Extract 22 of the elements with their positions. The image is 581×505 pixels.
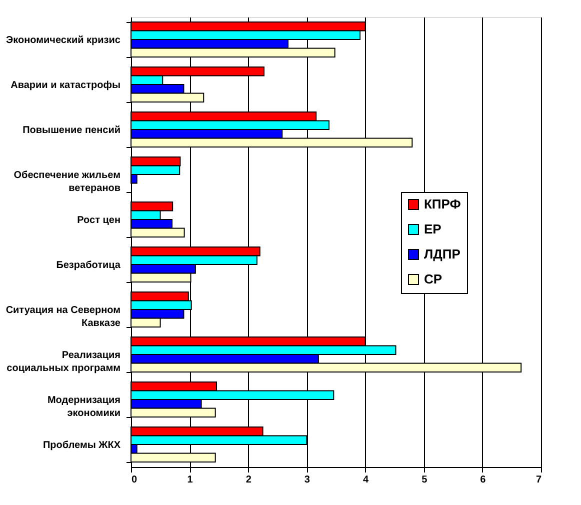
legend-label: КПРФ bbox=[424, 196, 461, 212]
y-tick-label: Обеспечение жильем ветеранов bbox=[14, 170, 120, 194]
x-tick-label: 2 bbox=[246, 474, 252, 486]
y-tick-label: Аварии и катастрофы bbox=[10, 80, 120, 91]
legend-label: ЛДПР bbox=[424, 246, 461, 262]
legend-label: ЕР bbox=[424, 222, 442, 236]
x-tick-label: 5 bbox=[422, 474, 428, 486]
x-tick-label: 1 bbox=[187, 474, 194, 486]
y-tick-label: Безработица bbox=[56, 260, 121, 271]
x-tick-label: 6 bbox=[480, 474, 486, 486]
x-tick-label: 7 bbox=[536, 474, 542, 486]
y-tick-label: Повышение пенсий bbox=[22, 125, 120, 136]
y-tick-label: Проблемы ЖКХ bbox=[42, 440, 121, 451]
x-tick-label: 4 bbox=[363, 474, 370, 486]
y-tick-label: Модернизация экономики bbox=[47, 395, 121, 419]
x-tick-label: 3 bbox=[304, 474, 310, 486]
y-tick-label: Реализация социальных программ bbox=[6, 350, 121, 374]
y-tick-label: Рост цен bbox=[77, 215, 120, 226]
legend-label: СР bbox=[424, 272, 442, 286]
y-tick-label: Экономический кризис bbox=[6, 35, 121, 46]
y-tick-label: Ситуация на Северном Кавказе bbox=[6, 305, 121, 329]
x-tick-label: 0 bbox=[132, 474, 138, 486]
